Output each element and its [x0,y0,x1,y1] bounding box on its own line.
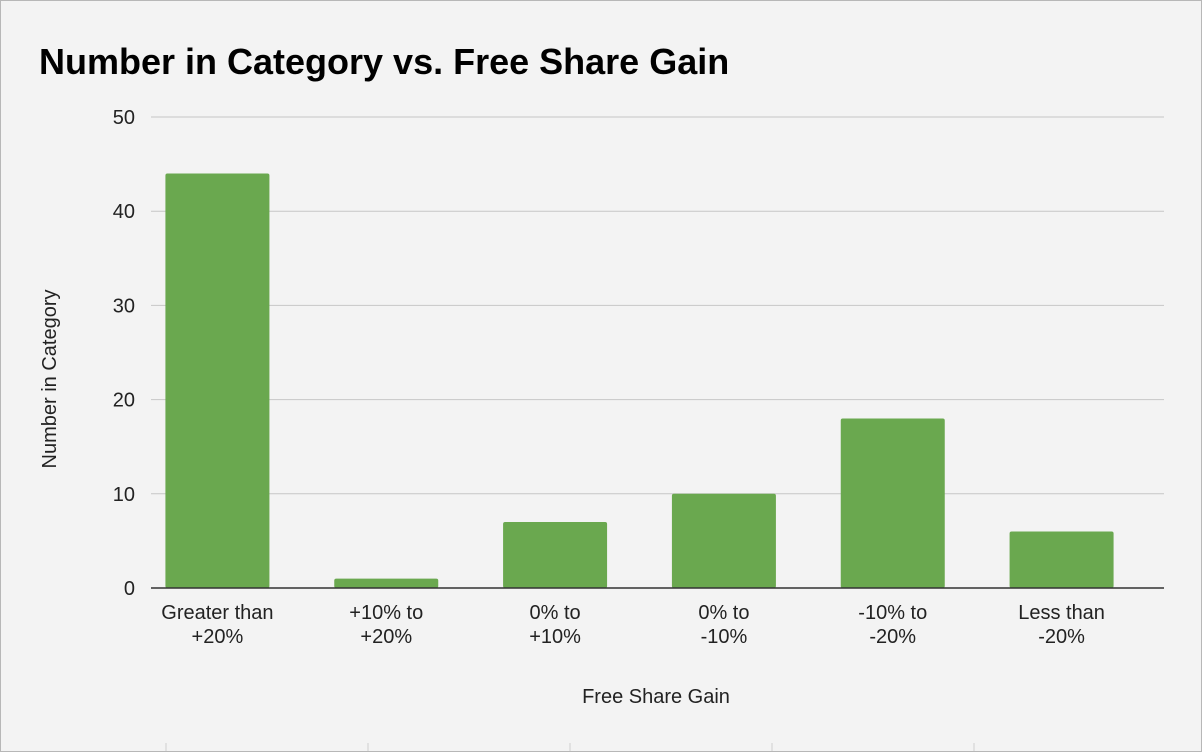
x-tick-label: +10% [529,626,581,648]
x-axis-ticks: Greater than+20%+10% to+20%0% to+10%0% t… [161,602,1105,648]
y-tick-label: 40 [113,201,135,223]
chart-title: Number in Category vs. Free Share Gain [39,41,729,82]
y-tick-label: 30 [113,295,135,317]
x-tick-label: +20% [360,626,412,648]
y-axis-title: Number in Category [39,290,61,469]
bars [165,173,1114,588]
y-tick-label: 0 [124,578,135,600]
y-axis-ticks: 0 10 20 30 40 50 [113,107,135,600]
x-axis-title: Free Share Gain [582,686,730,708]
x-tick-label: +20% [192,626,244,648]
x-tick-label: 0% to [530,602,581,624]
y-tick-label: 10 [113,484,135,506]
bar [334,578,439,588]
sheet-column-separators [165,743,975,751]
x-tick-label: 0% to [698,602,749,624]
x-tick-label: -20% [869,626,916,648]
x-tick-label: -20% [1038,626,1085,648]
x-tick-label: Less than [1018,602,1105,624]
bar [1009,531,1114,588]
x-tick-label: +10% to [349,602,423,624]
y-tick-label: 50 [113,107,135,129]
bar [503,522,608,588]
x-tick-label: -10% to [858,602,927,624]
bar [671,493,776,588]
y-tick-label: 20 [113,390,135,412]
bar [165,173,270,588]
bar [840,418,945,588]
x-tick-label: -10% [701,626,748,648]
gridlines [151,116,1164,495]
x-tick-label: Greater than [161,602,273,624]
